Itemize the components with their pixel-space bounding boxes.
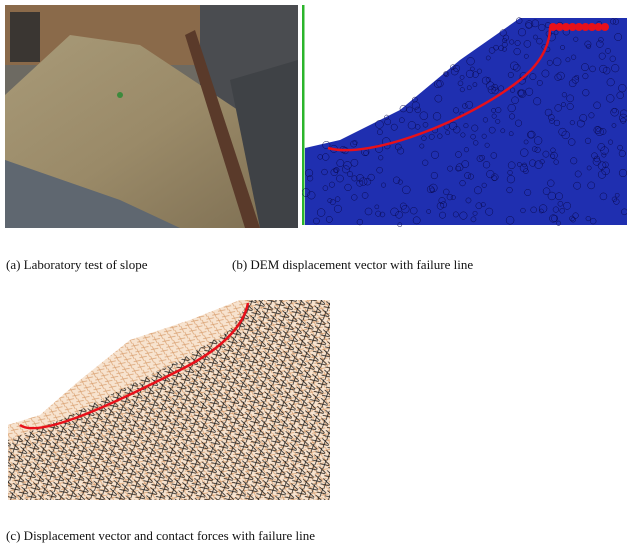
red-particle	[601, 23, 609, 31]
caption: (b) DEM displacement vector with failure…	[232, 257, 473, 273]
particles	[305, 18, 627, 225]
page: (a) Laboratory test of slope (b) DEM dis…	[0, 0, 627, 548]
figure	[0, 0, 627, 548]
caption: (c) Displacement vector and contact forc…	[6, 528, 315, 544]
photo	[5, 5, 298, 228]
caption: (a) Laboratory test of slope	[6, 257, 148, 273]
dem-panel	[302, 5, 627, 227]
force-panel	[8, 300, 330, 500]
